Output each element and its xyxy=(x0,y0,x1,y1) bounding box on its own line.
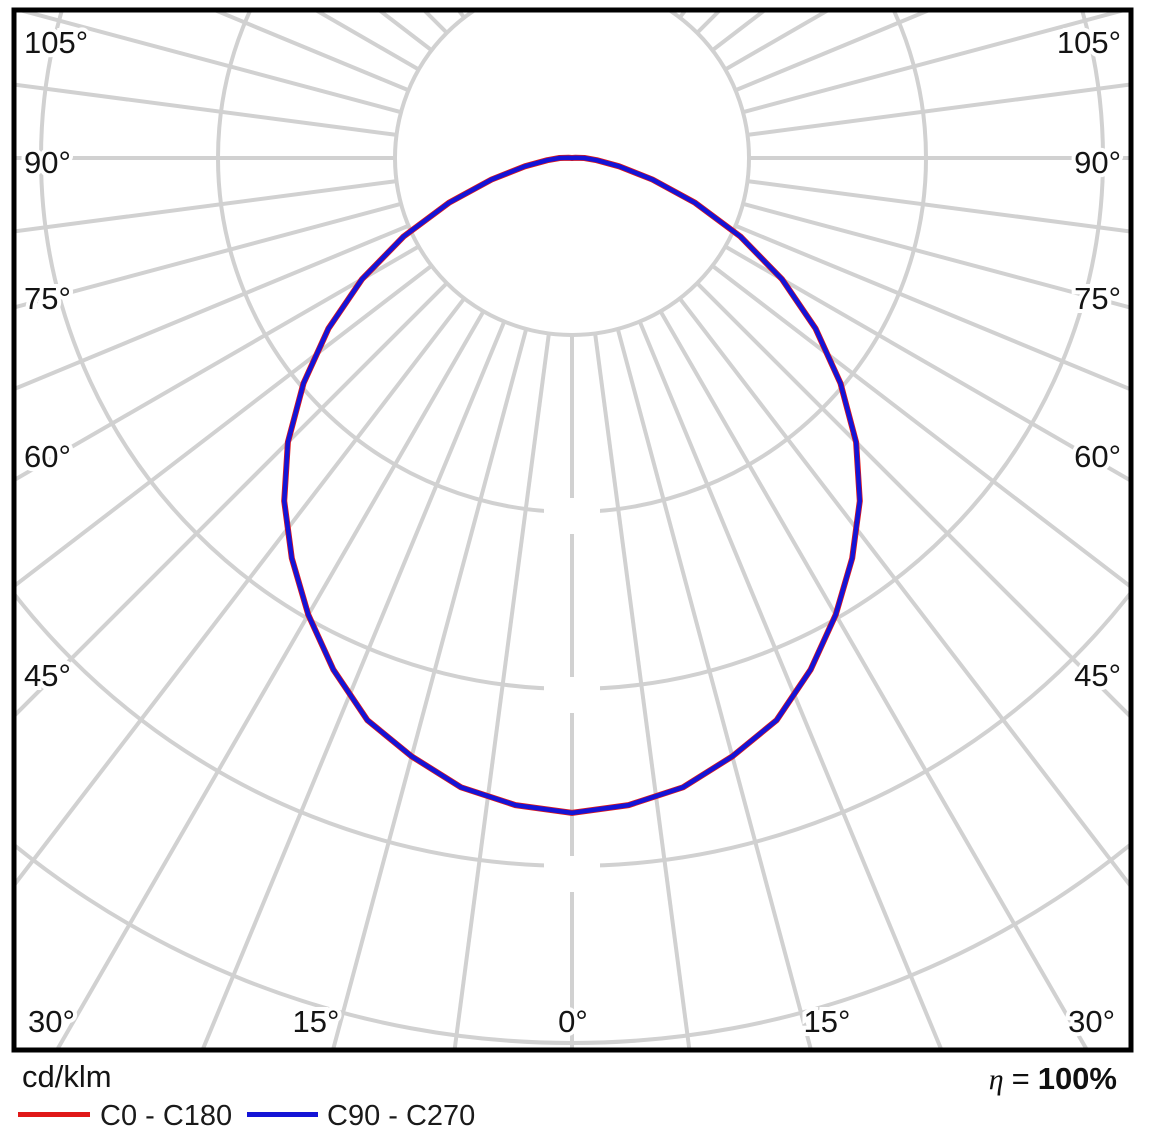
grid-ring xyxy=(16,592,1129,868)
gamma-angle-label: 105° xyxy=(1057,25,1121,60)
gamma-angle-label: 105° xyxy=(24,25,88,60)
eta-symbol: η xyxy=(988,1063,1004,1096)
grid-spoke xyxy=(16,179,397,234)
grid-spoke xyxy=(742,201,1129,310)
grid-spoke xyxy=(593,333,692,1048)
grid-spoke xyxy=(661,0,1138,5)
gamma-angle-label: 90° xyxy=(1074,145,1121,180)
gamma-angle-label: 15° xyxy=(804,1004,851,1039)
grid-spoke xyxy=(747,82,1129,137)
ring-value-gap xyxy=(544,498,600,534)
light-output-ratio: η = 100% xyxy=(989,1061,1117,1098)
intensity-curve-c90-c270 xyxy=(281,155,863,816)
gamma-angle-label: 30° xyxy=(28,1004,75,1039)
grid-spoke xyxy=(615,328,813,1048)
ring-value-gap xyxy=(544,856,600,892)
grid-ring xyxy=(393,12,751,337)
grid-spoke xyxy=(16,264,433,587)
legend-swatch-c0 xyxy=(18,1112,90,1117)
grid-spoke xyxy=(658,310,1088,1048)
legend-label-c90: C90 - C270 xyxy=(327,1100,476,1132)
grid-spoke xyxy=(747,179,1129,234)
grid-spoke xyxy=(711,264,1129,588)
gamma-angle-label: 45° xyxy=(1074,658,1121,693)
gamma-angle-label: 75° xyxy=(1074,281,1121,316)
grid-spoke xyxy=(56,310,486,1048)
grid-spoke xyxy=(201,320,507,1048)
gamma-angle-label: 0° xyxy=(558,1004,588,1039)
gamma-angle-label: 60° xyxy=(1074,439,1121,474)
gamma-angle-label: 45° xyxy=(24,658,71,693)
grid-spoke xyxy=(742,12,1123,115)
gamma-angle-label: 15° xyxy=(293,1004,340,1039)
gamma-angle-label: 30° xyxy=(1068,1004,1115,1039)
grid-spoke xyxy=(16,223,410,391)
grid-spoke xyxy=(724,244,1129,482)
grid-spoke xyxy=(16,297,466,886)
legend-swatch-c90 xyxy=(247,1112,318,1117)
grid-spoke xyxy=(452,333,551,1048)
grid-spoke xyxy=(734,12,929,93)
grid-spoke xyxy=(21,12,402,115)
grid-spoke xyxy=(678,297,1129,887)
grid-spoke xyxy=(16,82,397,137)
gamma-angle-label: 60° xyxy=(24,439,71,474)
grid-spoke xyxy=(734,223,1129,391)
gamma-angle-label: 90° xyxy=(24,145,71,180)
grid-spoke xyxy=(16,281,449,717)
unit-label: cd/klm xyxy=(22,1059,112,1094)
grid-spoke xyxy=(215,12,410,93)
eta-equals: = xyxy=(1011,1061,1030,1096)
ring-value-gap xyxy=(544,677,600,713)
diagram-frame xyxy=(11,7,1134,1053)
grid-spoke xyxy=(637,320,943,1048)
gamma-angle-label: 75° xyxy=(24,281,71,316)
grid-spoke xyxy=(695,281,1129,718)
grid-spoke xyxy=(7,0,484,5)
eta-value: 100% xyxy=(1037,1061,1117,1096)
legend-label-c0: C0 - C180 xyxy=(100,1100,233,1132)
grid-spoke xyxy=(16,244,420,482)
grid-spoke xyxy=(331,328,529,1048)
grid-spoke xyxy=(16,201,402,309)
